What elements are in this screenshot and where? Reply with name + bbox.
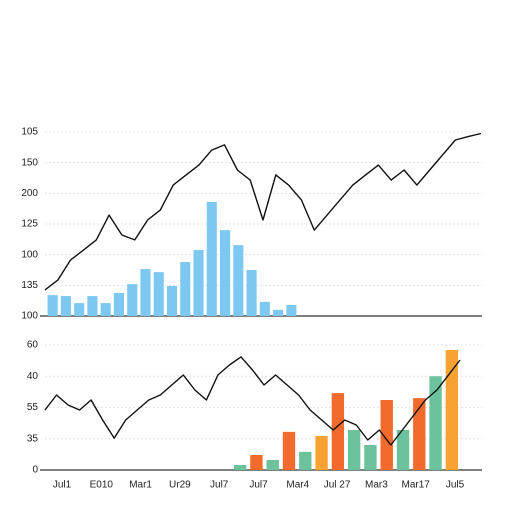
x-tick-label: Mar4 <box>286 480 309 491</box>
bar <box>347 430 361 470</box>
y-tick-label: 150 <box>21 157 38 168</box>
y-tick-label: 100 <box>21 249 38 260</box>
y-tick-label: 0 <box>32 465 38 476</box>
bar <box>100 303 111 316</box>
bar <box>364 445 377 470</box>
bar <box>87 296 98 316</box>
bar <box>127 284 138 316</box>
line <box>44 356 461 446</box>
bar <box>246 270 257 316</box>
bar <box>113 293 124 316</box>
bar <box>315 435 328 470</box>
bar <box>445 350 459 470</box>
y-tick-label: 60 <box>27 340 39 351</box>
bar <box>140 269 151 316</box>
x-tick-label: E010 <box>90 480 114 491</box>
x-tick-label: Jul1 <box>53 480 72 491</box>
bar <box>193 250 204 316</box>
bar <box>273 309 284 316</box>
bar <box>74 303 85 316</box>
bar <box>429 376 442 470</box>
bar <box>206 201 217 316</box>
bar <box>233 245 244 316</box>
line <box>44 132 482 291</box>
bar <box>282 431 296 470</box>
y-tick-label: 40 <box>27 371 39 382</box>
x-tick-label: Jul 27 <box>324 480 351 491</box>
bar <box>60 296 71 316</box>
y-tick-label: 125 <box>21 219 38 230</box>
y-tick-label: 135 <box>21 280 38 291</box>
x-tick-label: Mar1 <box>129 480 152 491</box>
x-tick-label: Mar17 <box>402 480 431 491</box>
x-tick-label: Jul5 <box>446 480 465 491</box>
x-tick-label: Mar3 <box>365 480 388 491</box>
bar <box>250 455 263 470</box>
bar <box>286 304 297 316</box>
bar <box>166 285 178 316</box>
bar <box>396 430 410 470</box>
bar <box>380 400 393 470</box>
bar <box>299 451 312 470</box>
bar <box>220 230 231 316</box>
y-tick-label: 100 <box>21 311 38 322</box>
bar <box>180 262 191 316</box>
bar <box>153 272 164 316</box>
bar <box>47 295 58 316</box>
bar <box>413 398 426 470</box>
y-tick-label: 105 <box>21 127 38 138</box>
x-tick-label: Ur29 <box>169 480 191 491</box>
bar <box>331 393 345 470</box>
bar <box>266 460 279 470</box>
bar <box>259 301 270 316</box>
bar <box>233 465 247 470</box>
y-tick-label: 35 <box>27 433 39 444</box>
y-tick-label: 55 <box>27 402 39 413</box>
x-tick-label: Jul7 <box>210 480 229 491</box>
y-tick-label: 200 <box>21 188 38 199</box>
x-tick-label: Jul7 <box>249 480 268 491</box>
